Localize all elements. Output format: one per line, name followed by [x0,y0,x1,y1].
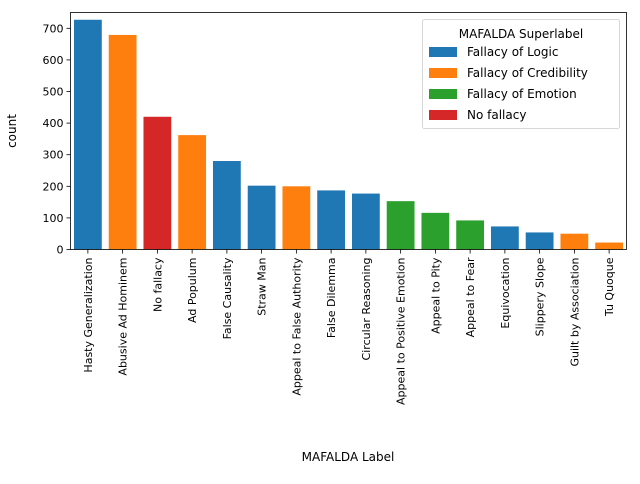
bar [525,232,554,250]
bar [351,193,380,250]
x-tick-label: Guilt by Association [568,257,581,366]
y-tick-label: 700 [43,22,64,35]
legend-entry-label: No fallacy [467,108,526,122]
x-tick-label: Equivocation [499,257,512,328]
x-tick-label: Tu Quoque [603,257,616,317]
bar [456,220,485,250]
bar [595,242,624,250]
x-tick-label: Ad Populum [186,258,199,323]
x-tick-label: Hasty Generalization [82,257,95,372]
x-tick-label: False Dilemma [325,258,338,339]
x-tick-label: Appeal to Fear [464,257,477,337]
x-axis: Hasty Generalization Abusive Ad Hominem No… [82,249,616,405]
x-tick-label: Appeal to Pity [429,257,442,334]
legend-swatch [429,68,457,78]
x-tick-label: Appeal to Positive Emotion [395,257,408,404]
y-tick-label: 400 [43,117,64,130]
x-tick-label: Slippery Slope [534,257,547,336]
legend-title: MAFALDA Superlabel [459,27,584,41]
x-tick-label: Circular Reasoning [360,258,373,361]
y-axis: 0 100 200 300 400 500 600 700 [43,22,71,257]
x-axis-label: MAFALDA Label [302,450,395,464]
bar [282,186,311,250]
bar [386,201,415,250]
legend-swatch [429,89,457,99]
bar [108,34,137,250]
x-tick-label: False Causality [221,257,234,339]
legend-entry-label: Fallacy of Emotion [467,87,577,101]
legend-swatch [429,110,457,120]
bar [421,212,450,250]
y-tick-label: 300 [43,149,64,162]
bar [560,233,589,250]
legend-entry-label: Fallacy of Credibility [467,66,588,80]
x-tick-label: Abusive Ad Hominem [117,258,130,376]
x-tick-label: Straw Man [256,257,269,315]
y-tick-label: 500 [43,86,64,99]
legend-frame [422,19,620,129]
y-axis-label: count [5,114,19,148]
y-tick-label: 0 [57,244,64,257]
legend: MAFALDA Superlabel Fallacy of Logic Falla… [422,19,620,129]
bar [317,190,346,250]
x-tick-label: Appeal to False Authority [290,257,303,396]
bar [143,116,172,250]
bar [73,19,102,250]
bar [490,226,519,250]
y-tick-label: 600 [43,54,64,67]
legend-entry-label: Fallacy of Logic [467,45,558,59]
bar [212,161,241,250]
bars-group [73,19,624,250]
bar [178,135,207,250]
bar [247,185,276,250]
x-tick-label: No fallacy [151,257,164,312]
y-tick-label: 100 [43,212,64,225]
y-tick-label: 200 [43,180,64,193]
legend-swatch [429,47,457,57]
plot-frame [70,12,627,250]
